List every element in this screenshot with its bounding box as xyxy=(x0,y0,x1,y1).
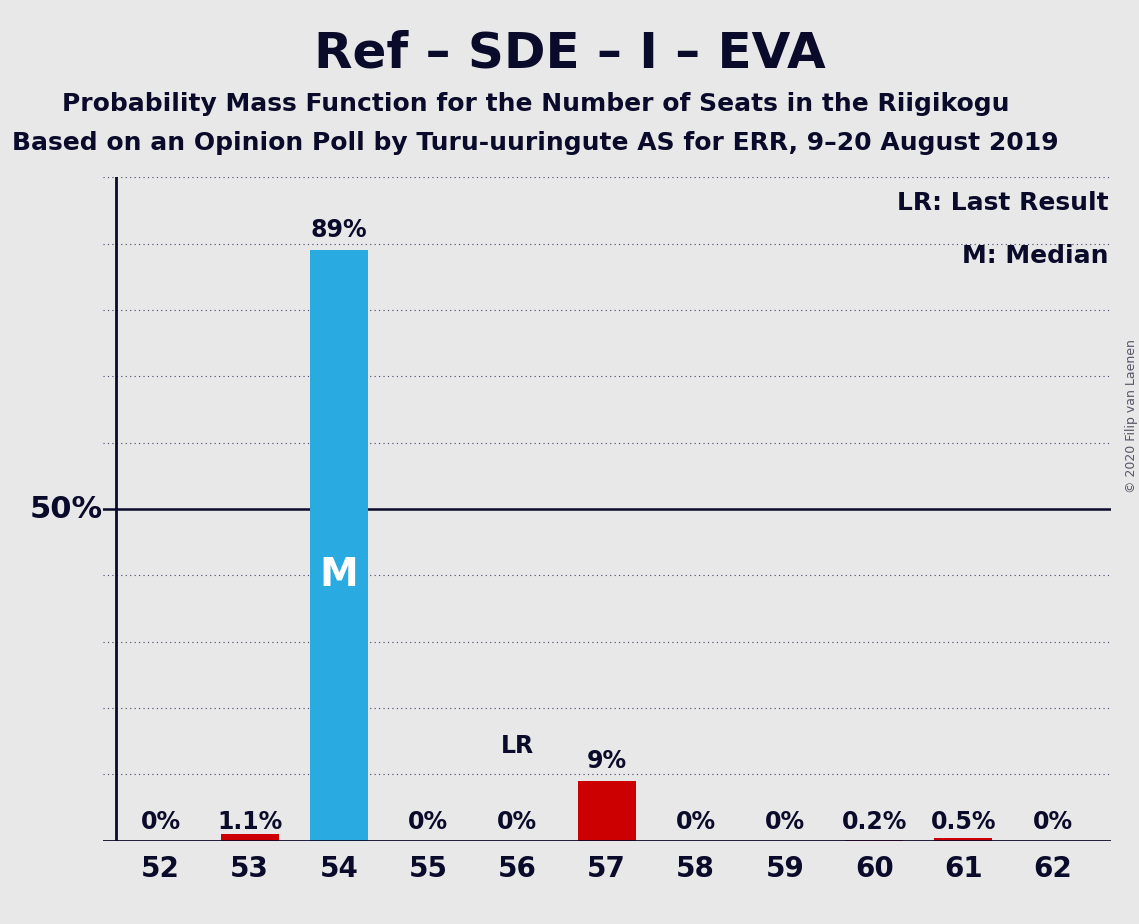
Bar xyxy=(310,250,368,841)
Text: 1.1%: 1.1% xyxy=(218,810,282,834)
Text: LR: LR xyxy=(501,734,534,758)
Text: 9%: 9% xyxy=(587,749,626,773)
Text: 0%: 0% xyxy=(1032,810,1073,834)
Text: M: Median: M: Median xyxy=(962,244,1108,268)
Text: 0.5%: 0.5% xyxy=(931,810,997,834)
Bar xyxy=(934,837,992,841)
Text: Probability Mass Function for the Number of Seats in the Riigikogu: Probability Mass Function for the Number… xyxy=(62,92,1009,116)
Bar xyxy=(577,781,636,841)
Text: 0%: 0% xyxy=(140,810,181,834)
Text: 0.2%: 0.2% xyxy=(842,810,907,834)
Text: © 2020 Filip van Laenen: © 2020 Filip van Laenen xyxy=(1124,339,1138,492)
Text: 0%: 0% xyxy=(765,810,805,834)
Bar xyxy=(845,840,903,841)
Bar xyxy=(221,833,279,841)
Text: 89%: 89% xyxy=(311,218,367,242)
Text: 0%: 0% xyxy=(498,810,538,834)
Text: 0%: 0% xyxy=(675,810,715,834)
Text: M: M xyxy=(320,556,359,594)
Text: 50%: 50% xyxy=(30,494,103,524)
Text: LR: Last Result: LR: Last Result xyxy=(896,190,1108,214)
Text: Based on an Opinion Poll by Turu-uuringute AS for ERR, 9–20 August 2019: Based on an Opinion Poll by Turu-uuringu… xyxy=(13,131,1058,155)
Text: Ref – SDE – I – EVA: Ref – SDE – I – EVA xyxy=(313,30,826,78)
Text: 0%: 0% xyxy=(408,810,448,834)
